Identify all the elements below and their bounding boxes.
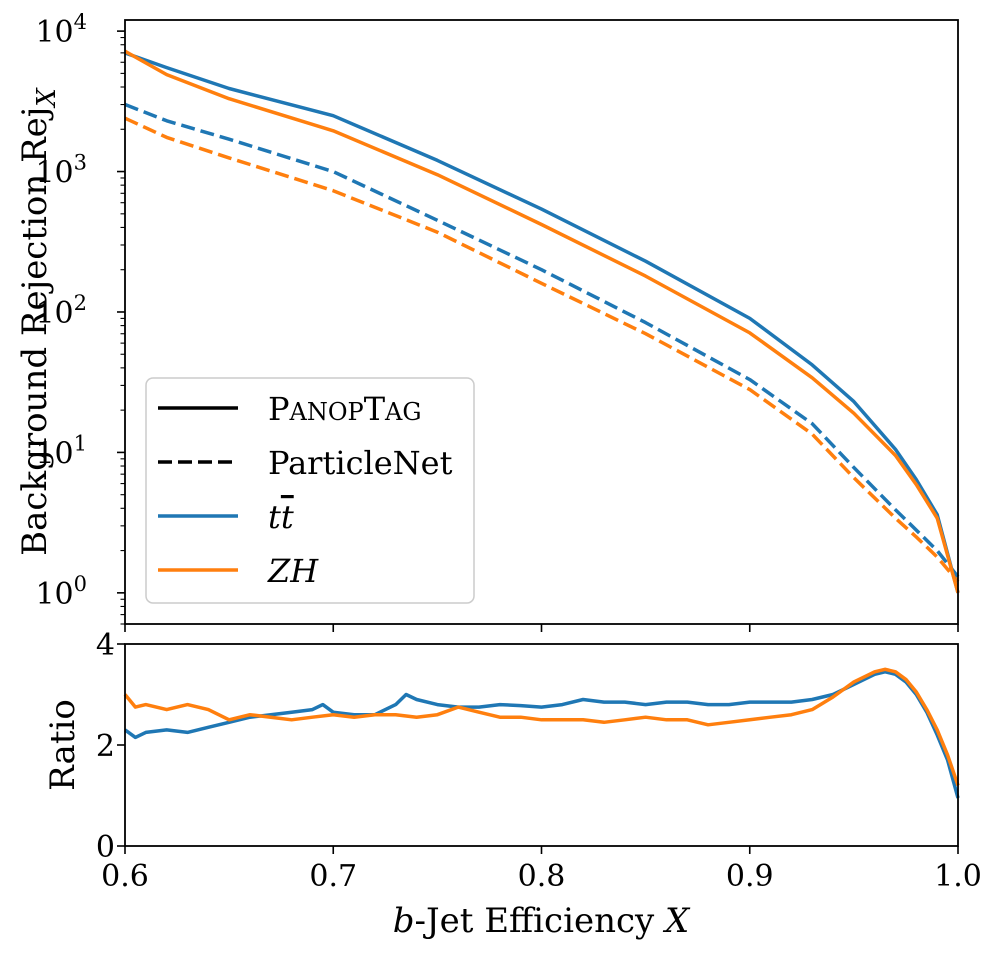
x-tick-label: 0.8 xyxy=(518,859,566,894)
x-tick-label: 0.7 xyxy=(309,859,357,894)
lower-x-ticks: 0.6 0.7 0.8 0.9 1.0 xyxy=(101,846,982,894)
legend-label-zh: ZH xyxy=(267,552,319,590)
x-tick-label: 0.6 xyxy=(101,859,149,894)
upper-y-ticks: 100 101 102 103 104 xyxy=(35,10,125,625)
series-particlenet-zh xyxy=(124,116,960,583)
lower-panel: 0 2 4 0.6 0.7 0.8 0.9 1.0 Ratio b-Jet Efficien… xyxy=(43,628,982,941)
legend-label-panoptag: PANOPTAG xyxy=(268,390,422,428)
upper-y-tick-label: 100 xyxy=(35,572,87,612)
series-panoptag-zh xyxy=(124,49,960,594)
upper-y-axis-label-main: Background Rejection Rej xyxy=(15,107,55,556)
upper-y-axis-label-sub: X xyxy=(32,87,62,109)
lower-plot-frame xyxy=(124,643,959,847)
lower-series-group xyxy=(123,667,960,799)
x-axis-label: b-Jet Efficiency X xyxy=(393,901,691,941)
upper-y-tick-label: 104 xyxy=(35,10,87,50)
upper-series-group xyxy=(124,49,960,594)
upper-y-axis-label: Background Rejection RejX xyxy=(15,87,62,556)
series-particlenet-tt xyxy=(124,102,960,578)
legend-label-tt: tt xyxy=(268,498,294,536)
legend-frame xyxy=(145,377,475,604)
upper-panel: 100 101 102 103 104 Background Rejection Rej… xyxy=(15,10,960,632)
legend-label-particlenet: ParticleNet xyxy=(268,444,453,482)
x-tick-label: 1.0 xyxy=(934,859,982,894)
x-tick-label: 0.9 xyxy=(726,859,774,894)
lower-y-tick-label: 2 xyxy=(96,729,115,764)
legend-label-tt-bar: t xyxy=(281,498,294,536)
ratio-series-zh xyxy=(123,667,960,786)
lower-y-ticks: 0 2 4 xyxy=(96,628,125,865)
lower-y-tick-label: 0 xyxy=(96,830,115,865)
ratio-series-tt xyxy=(123,670,960,799)
lower-y-tick-label: 4 xyxy=(96,628,115,663)
series-panoptag-tt xyxy=(124,51,960,594)
upper-y-tick-label: 101 xyxy=(35,431,87,471)
legend: PANOPTAG ParticleNet tt ZH xyxy=(145,377,475,604)
upper-y-tick-label: 102 xyxy=(35,291,87,331)
upper-x-ticks xyxy=(124,624,959,632)
upper-y-tick-label: 103 xyxy=(35,151,87,191)
lower-y-axis-label: Ratio xyxy=(43,699,83,791)
